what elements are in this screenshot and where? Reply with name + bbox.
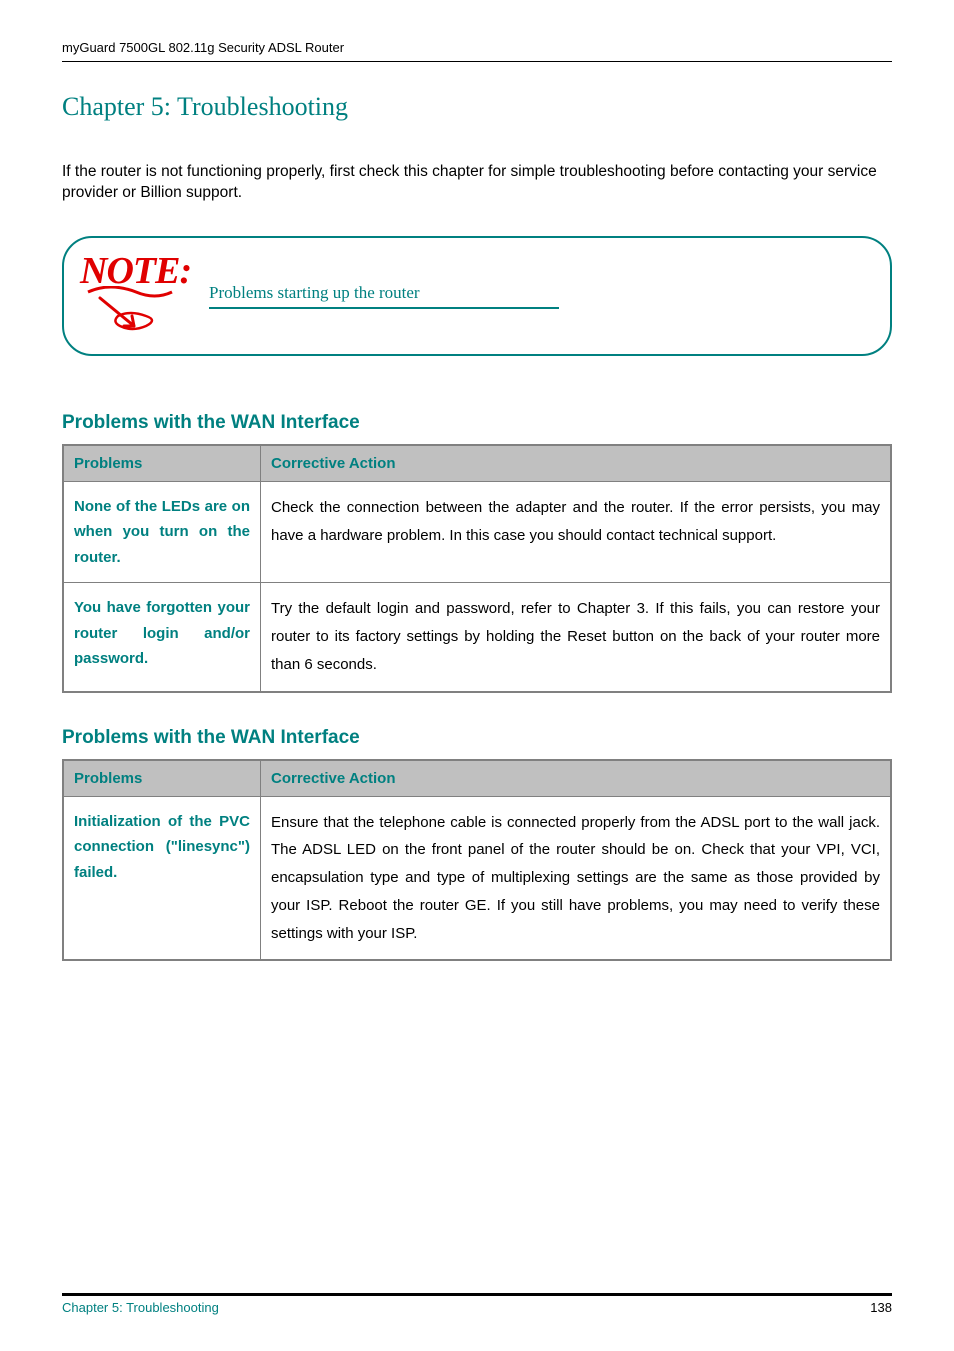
section-heading-2: Problems with the WAN Interface xyxy=(62,727,892,749)
action-cell: Try the default login and password, refe… xyxy=(261,583,892,692)
note-content: Problems starting up the router xyxy=(209,283,868,309)
col-action-2: Corrective Action xyxy=(261,760,892,797)
intro-paragraph: If the router is not functioning properl… xyxy=(62,162,892,204)
problem-cell: You have forgotten your router login and… xyxy=(63,583,261,692)
note-icon: NOTE: xyxy=(80,252,185,340)
note-title: Problems starting up the router xyxy=(209,283,868,303)
table-row: Initialization of the PVC connection ("l… xyxy=(63,796,891,960)
page-footer: Chapter 5: Troubleshooting 138 xyxy=(62,1293,892,1315)
problem-cell: Initialization of the PVC connection ("l… xyxy=(63,796,261,960)
problem-cell: None of the LEDs are on when you turn on… xyxy=(63,481,261,583)
col-problems-2: Problems xyxy=(63,760,261,797)
table-row: None of the LEDs are on when you turn on… xyxy=(63,481,891,583)
action-cell: Check the connection between the adapter… xyxy=(261,481,892,583)
header-product: myGuard 7500GL 802.11g Security ADSL Rou… xyxy=(62,40,892,55)
note-scribble-icon xyxy=(80,286,180,332)
col-problems-1: Problems xyxy=(63,445,261,482)
trouble-table-1: Problems Corrective Action None of the L… xyxy=(62,444,892,693)
section-heading-1: Problems with the WAN Interface xyxy=(62,412,892,434)
trouble-table-2: Problems Corrective Action Initializatio… xyxy=(62,759,892,962)
footer-rule xyxy=(62,1293,892,1296)
table-row: You have forgotten your router login and… xyxy=(63,583,891,692)
note-underline xyxy=(209,307,559,309)
chapter-title: Chapter 5: Troubleshooting xyxy=(62,92,892,122)
footer-page-number: 138 xyxy=(870,1300,892,1315)
header-rule xyxy=(62,61,892,62)
note-callout: NOTE: Problems starting up the router xyxy=(62,236,892,356)
note-label: NOTE: xyxy=(80,252,191,290)
col-action-1: Corrective Action xyxy=(261,445,892,482)
action-cell: Ensure that the telephone cable is conne… xyxy=(261,796,892,960)
footer-chapter-label: Chapter 5: Troubleshooting xyxy=(62,1300,219,1315)
